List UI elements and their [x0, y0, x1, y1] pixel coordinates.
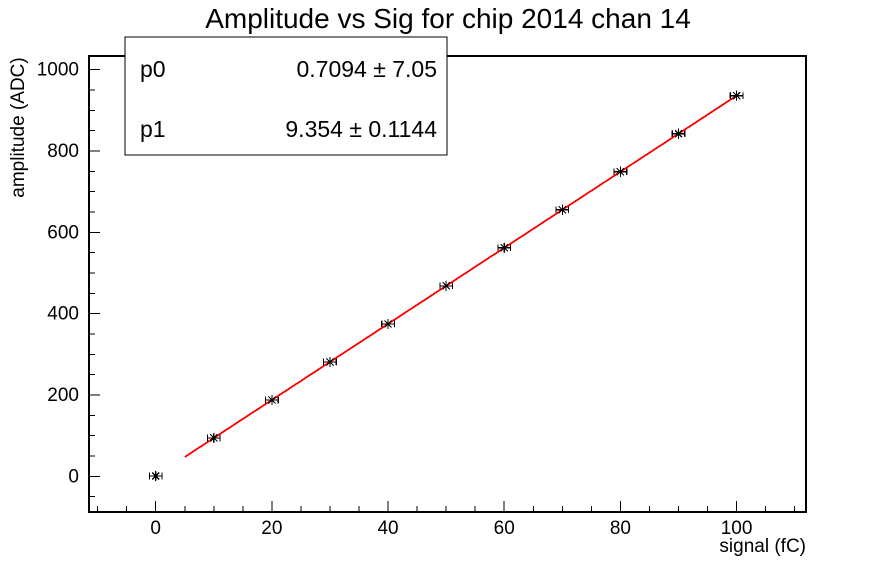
svg-text:amplitude (ADC): amplitude (ADC): [8, 57, 29, 197]
svg-text:80: 80: [610, 518, 631, 539]
svg-text:0: 0: [68, 466, 79, 487]
svg-text:600: 600: [47, 222, 79, 243]
svg-text:20: 20: [261, 518, 282, 539]
svg-text:9.354 ± 0.1144: 9.354 ± 0.1144: [285, 116, 437, 142]
svg-text:p1: p1: [140, 116, 166, 142]
svg-text:0: 0: [150, 518, 161, 539]
svg-text:1000: 1000: [37, 60, 79, 81]
svg-text:p0: p0: [140, 56, 166, 82]
svg-text:40: 40: [377, 518, 398, 539]
svg-text:200: 200: [47, 385, 79, 406]
svg-text:Amplitude vs Sig for chip 2014: Amplitude vs Sig for chip 2014 chan 14: [205, 3, 691, 34]
svg-text:400: 400: [47, 304, 79, 325]
svg-text:0.7094 ± 7.05: 0.7094 ± 7.05: [296, 56, 437, 82]
svg-text:60: 60: [494, 518, 515, 539]
svg-text:signal (fC): signal (fC): [719, 536, 806, 557]
svg-text:800: 800: [47, 141, 79, 162]
